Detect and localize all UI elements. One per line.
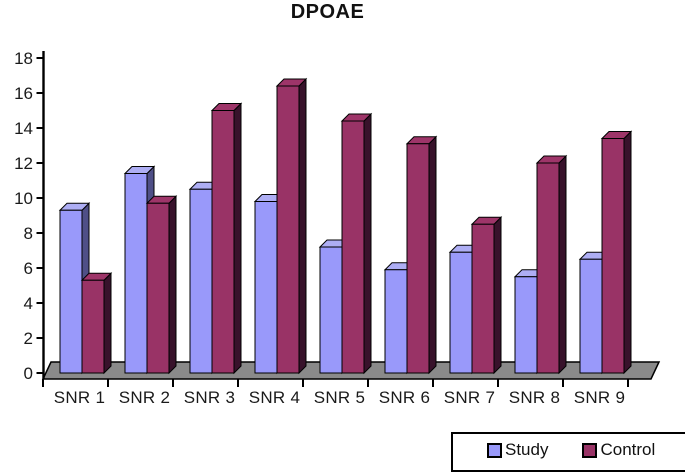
legend-label-study: Study: [505, 440, 549, 459]
bar-side-control-snr-8: [558, 154, 567, 375]
bar-control-snr-4: [276, 85, 300, 374]
plot-area: 0 2 4 6 8 10 12 14 16 18 SNR 1 SNR 2 SNR 3 SNR 4 SNR 5…: [14, 49, 661, 407]
bar-control-snr-5: [341, 120, 365, 374]
bar-study-snr-3: [189, 188, 213, 374]
y-tick-label: 18: [14, 49, 33, 68]
bar-control-snr-8: [536, 162, 560, 374]
study-swatch-icon: [487, 442, 502, 458]
y-tick-label: 10: [14, 189, 33, 208]
bar-control-snr-2: [146, 202, 170, 374]
y-tick-label: 8: [24, 224, 33, 243]
bar-side-control-snr-6: [428, 135, 437, 375]
bar-study-snr-2: [124, 173, 148, 374]
bar-side-control-snr-3: [233, 102, 242, 375]
x-category-label: SNR 7: [444, 388, 496, 407]
x-category-label: SNR 2: [119, 388, 171, 407]
bar-side-control-snr-4: [298, 77, 307, 375]
x-category-label: SNR 9: [574, 388, 626, 407]
bar-side-control-snr-7: [493, 216, 502, 375]
x-category-label: SNR 8: [509, 388, 561, 407]
legend: Study Control: [451, 432, 685, 472]
x-category-label: SNR 5: [314, 388, 366, 407]
legend-item-study: Study: [487, 440, 548, 460]
bar-study-snr-6: [384, 269, 408, 374]
bar-study-snr-8: [514, 276, 538, 374]
y-tick-label: 0: [24, 364, 33, 383]
bar-control-snr-1: [81, 279, 105, 374]
bar-side-control-snr-5: [363, 112, 372, 375]
legend-label-control: Control: [600, 440, 656, 459]
legend-item-control: Control: [582, 440, 655, 460]
y-tick-label: 16: [14, 84, 33, 103]
bar-side-control-snr-1: [103, 272, 112, 375]
bar-control-snr-7: [471, 223, 495, 374]
bar-control-snr-9: [601, 138, 625, 374]
y-tick-label: 2: [24, 329, 33, 348]
chart-title: DPOAE: [290, 1, 365, 23]
y-tick-label: 4: [24, 294, 33, 313]
control-swatch-icon: [582, 442, 598, 458]
bar-study-snr-5: [319, 246, 343, 374]
y-tick-label: 12: [14, 154, 33, 173]
bar-side-control-snr-9: [623, 130, 632, 375]
y-tick-label: 6: [24, 259, 33, 278]
bar-study-snr-7: [449, 251, 473, 374]
x-category-label: SNR 3: [184, 388, 236, 407]
y-tick-label: 14: [14, 119, 33, 138]
bar-study-snr-4: [254, 201, 278, 374]
x-category-label: SNR 6: [379, 388, 431, 407]
bar-control-snr-3: [211, 110, 235, 374]
bar-study-snr-9: [579, 258, 603, 374]
x-category-label: SNR 4: [249, 388, 301, 407]
x-category-label: SNR 1: [54, 388, 106, 407]
bar-side-control-snr-2: [168, 195, 177, 375]
bar-control-snr-6: [406, 143, 430, 374]
bar-study-snr-1: [59, 209, 83, 374]
